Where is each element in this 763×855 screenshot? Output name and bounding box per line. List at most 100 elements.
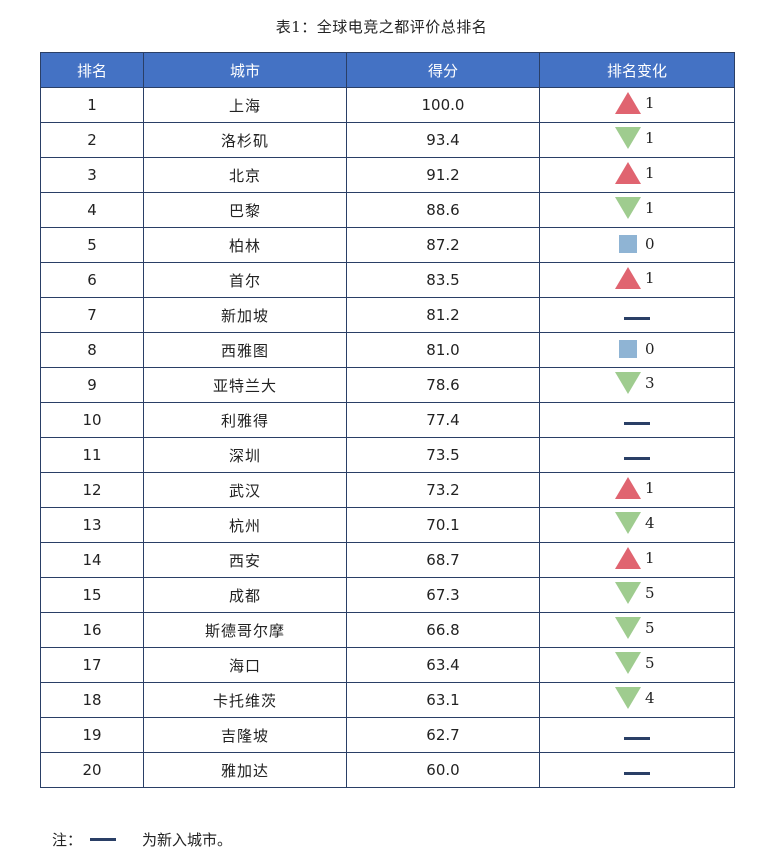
rank-change-cell: 1 [539,87,735,123]
rank-cell: 12 [40,472,144,508]
rank-cell: 16 [40,612,144,648]
rank-change [607,772,667,775]
table-row: 18 卡托维茨 63.1 4 [40,682,735,718]
rank-change-cell: 1 [539,122,735,158]
rank-change-value: 1 [645,549,655,567]
rank-change-value: 4 [645,689,655,707]
rank-change: 1 [607,267,667,289]
rank-change-cell: 4 [539,507,735,543]
city-cell: 巴黎 [143,192,347,228]
city-cell: 深圳 [143,437,347,473]
rank-change-cell [539,437,735,473]
table-row: 5 柏林 87.2 0 [40,227,735,263]
rank-cell: 4 [40,192,144,228]
new-city-dash-icon [90,838,117,841]
rank-change-cell: 1 [539,157,735,193]
new-city-dash-icon [624,737,650,740]
score-cell: 67.3 [346,577,540,613]
rank-cell: 3 [40,157,144,193]
rank-change-cell: 1 [539,192,735,228]
table-row: 8 西雅图 81.0 0 [40,332,735,368]
rank-change: 1 [607,162,667,184]
new-city-dash-icon [624,772,650,775]
rank-change-cell [539,717,735,753]
footnote-prefix: 注： [52,831,83,849]
table-row: 12 武汉 73.2 1 [40,472,735,508]
rank-change-cell: 5 [539,612,735,648]
city-cell: 柏林 [143,227,347,263]
rank-change-value: 1 [645,129,655,147]
table-header-row: 排名 城市 得分 排名变化 [40,52,735,88]
score-cell: 63.1 [346,682,540,718]
rank-change-value: 1 [645,269,655,287]
score-cell: 70.1 [346,507,540,543]
table-row: 20 雅加达 60.0 [40,752,735,788]
rank-change [607,737,667,740]
rank-change-value: 3 [645,374,655,392]
city-cell: 利雅得 [143,402,347,438]
city-cell: 亚特兰大 [143,367,347,403]
table-row: 2 洛杉矶 93.4 1 [40,122,735,158]
rank-change-value: 5 [645,619,655,637]
rank-change-cell: 1 [539,542,735,578]
city-cell: 新加坡 [143,297,347,333]
rank-change: 1 [607,477,667,499]
score-cell: 60.0 [346,752,540,788]
rank-change-cell [539,297,735,333]
city-cell: 海口 [143,647,347,683]
rank-change: 3 [607,372,667,394]
rank-up-triangle-icon [615,547,641,569]
rank-change: 1 [607,92,667,114]
rank-down-triangle-icon [615,372,641,394]
table-row: 19 吉隆坡 62.7 [40,717,735,753]
score-cell: 81.2 [346,297,540,333]
rank-change-value: 4 [645,514,655,532]
table-row: 13 杭州 70.1 4 [40,507,735,543]
table-row: 4 巴黎 88.6 1 [40,192,735,228]
table-body: 1 上海 100.0 1 2 洛杉矶 93.4 1 3 北京 91.2 1 4 巴黎 88.6 1 5 柏林 87.… [40,87,735,788]
rank-change [607,422,667,425]
city-cell: 成都 [143,577,347,613]
rank-change [607,317,667,320]
score-cell: 87.2 [346,227,540,263]
rank-cell: 13 [40,507,144,543]
rank-up-triangle-icon [615,162,641,184]
score-cell: 78.6 [346,367,540,403]
rank-change: 5 [607,652,667,674]
rank-down-triangle-icon [615,582,641,604]
score-cell: 63.4 [346,647,540,683]
rank-cell: 18 [40,682,144,718]
new-city-dash-icon [624,317,650,320]
city-cell: 西安 [143,542,347,578]
header-city: 城市 [143,52,347,88]
rank-cell: 11 [40,437,144,473]
rank-up-triangle-icon [615,477,641,499]
rank-unchanged-square-icon [619,235,637,253]
table-row: 11 深圳 73.5 [40,437,735,473]
city-cell: 武汉 [143,472,347,508]
rank-change: 5 [607,617,667,639]
score-cell: 83.5 [346,262,540,298]
table-row: 9 亚特兰大 78.6 3 [40,367,735,403]
rank-change-value: 1 [645,164,655,182]
table-row: 10 利雅得 77.4 [40,402,735,438]
rank-cell: 15 [40,577,144,613]
score-cell: 77.4 [346,402,540,438]
rank-change-cell: 0 [539,332,735,368]
table-row: 14 西安 68.7 1 [40,542,735,578]
score-cell: 62.7 [346,717,540,753]
city-cell: 雅加达 [143,752,347,788]
table-row: 6 首尔 83.5 1 [40,262,735,298]
rank-cell: 2 [40,122,144,158]
score-cell: 91.2 [346,157,540,193]
rank-unchanged-square-icon [619,340,637,358]
rank-down-triangle-icon [615,512,641,534]
score-cell: 100.0 [346,87,540,123]
rank-change-cell [539,752,735,788]
rank-cell: 5 [40,227,144,263]
rank-down-triangle-icon [615,652,641,674]
city-cell: 洛杉矶 [143,122,347,158]
header-rank: 排名 [40,52,144,88]
header-score: 得分 [346,52,540,88]
table-row: 17 海口 63.4 5 [40,647,735,683]
